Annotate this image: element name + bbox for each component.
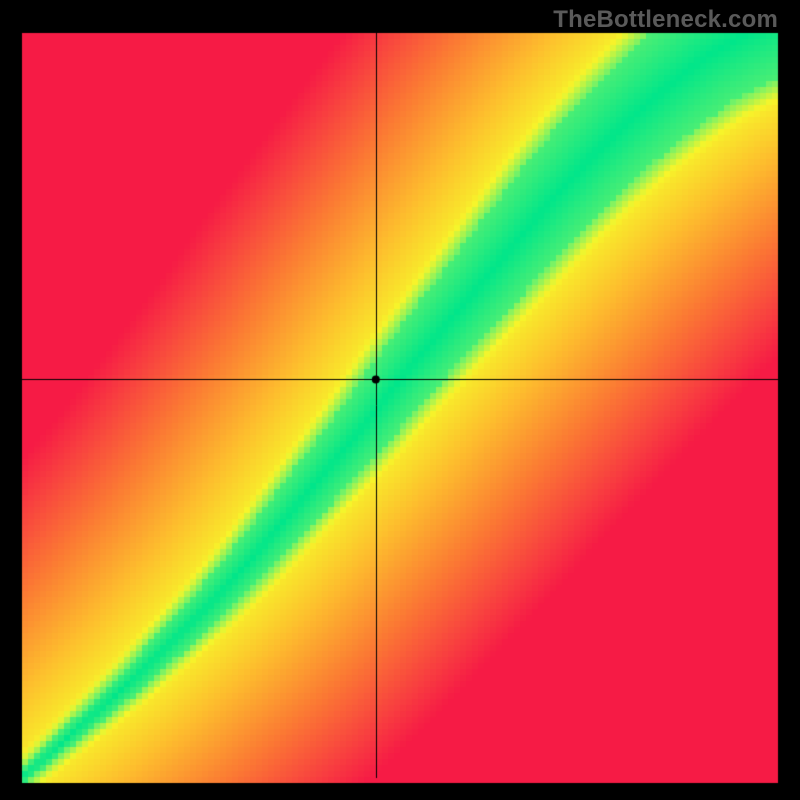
bottleneck-heatmap bbox=[0, 0, 800, 800]
chart-container: TheBottleneck.com bbox=[0, 0, 800, 800]
watermark-text: TheBottleneck.com bbox=[553, 6, 778, 34]
